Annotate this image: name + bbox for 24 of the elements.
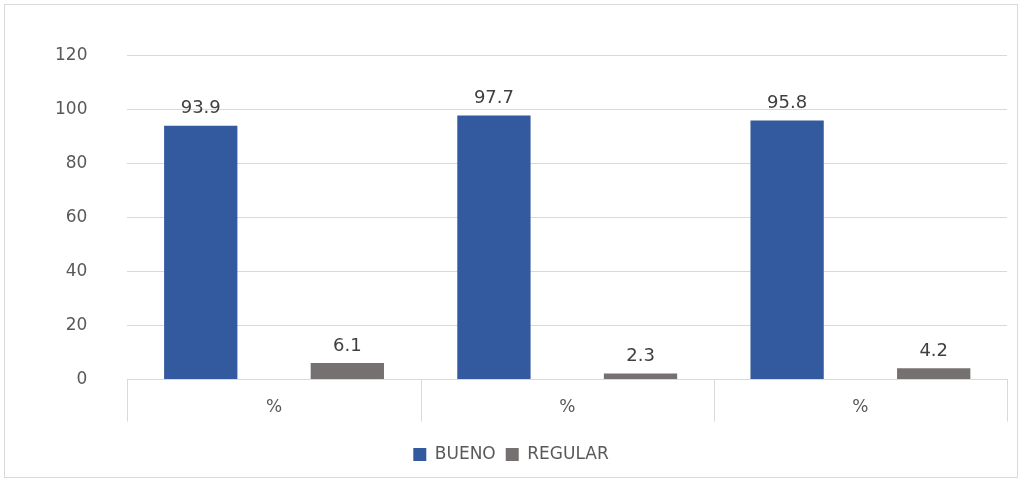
y-tick-label: 60 — [65, 205, 88, 226]
bar — [603, 373, 678, 380]
data-label: 4.2 — [919, 338, 949, 360]
bar — [897, 368, 971, 380]
y-tick-label: 20 — [65, 313, 88, 334]
bar — [310, 363, 384, 380]
x-tick-label: % — [265, 396, 283, 417]
x-tick-label: % — [852, 396, 869, 417]
y-tick-label: 0 — [76, 368, 88, 389]
y-tick-label: 100 — [54, 97, 88, 118]
data-label: 97.7 — [473, 86, 514, 108]
x-tick-label: % — [559, 396, 576, 417]
legend-label: REGULAR — [527, 442, 609, 463]
y-tick-label: 40 — [65, 259, 88, 280]
data-label: 6.1 — [333, 333, 362, 355]
bar — [457, 115, 531, 380]
bar — [750, 120, 824, 380]
data-label: 2.3 — [626, 344, 655, 366]
y-tick-label: 120 — [54, 43, 88, 64]
data-label: 95.8 — [767, 91, 808, 113]
data-label: 93.9 — [180, 96, 221, 118]
y-tick-label: 80 — [65, 151, 88, 172]
bar — [164, 125, 238, 380]
legend-label: BUENO — [434, 442, 496, 463]
